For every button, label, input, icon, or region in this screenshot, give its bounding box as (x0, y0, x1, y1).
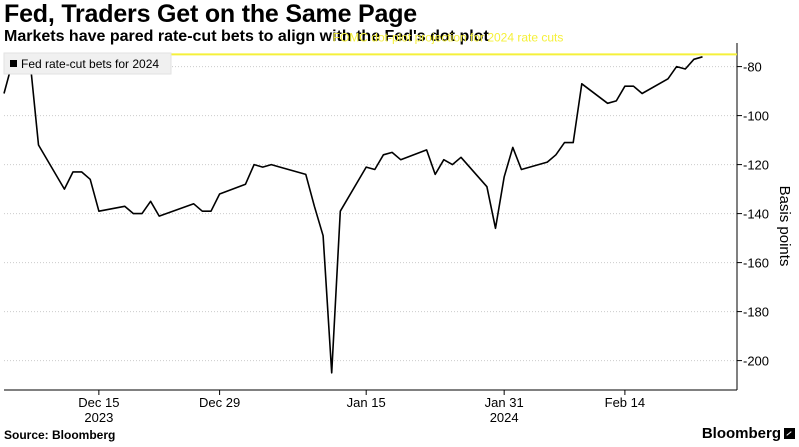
y-tick-label: -160 (743, 256, 769, 271)
series-line (3, 56, 703, 374)
y-tick-label: -100 (743, 109, 769, 124)
y-tick-label: -120 (743, 158, 769, 173)
x-tick-label: Feb 14 (605, 395, 645, 410)
source-note: Source: Bloomberg (4, 428, 116, 442)
legend: Fed rate-cut bets for 2024 (3, 52, 172, 75)
y-axis-label: Basis points (776, 186, 793, 267)
x-tick-label: Jan 31 (485, 395, 524, 410)
legend-swatch (10, 60, 17, 67)
grid (4, 66, 737, 362)
reference-line-label: FOMC dot-plot projection for 2024 rate c… (333, 30, 564, 44)
series-group (3, 56, 703, 374)
x-year-label: 2024 (490, 410, 519, 425)
reference-line-group: FOMC dot-plot projection for 2024 rate c… (4, 30, 737, 56)
legend-label: Fed rate-cut bets for 2024 (21, 57, 159, 71)
legend-box (3, 52, 172, 75)
x-axis: Dec 15 Dec 29 Jan 15 Jan 31 Feb 14 2023 2024 (4, 389, 737, 425)
y-tick-label: -80 (743, 60, 762, 75)
page-subtitle: Markets have pared rate-cut bets to alig… (4, 28, 489, 45)
x-tick-label: Dec 15 (78, 395, 119, 410)
page-title: Fed, Traders Get on the Same Page (4, 0, 417, 28)
y-tick-label: -140 (743, 207, 769, 222)
brand-logo: Bloomberg (702, 425, 795, 442)
y-axis: -80 -100 -120 -140 -160 -180 -200 (736, 43, 769, 390)
brand-name: Bloomberg (701, 425, 781, 442)
x-year-label: 2023 (84, 410, 113, 425)
y-tick-label: -180 (743, 305, 769, 320)
y-tick-label: -200 (743, 354, 769, 369)
x-tick-label: Jan 15 (347, 395, 386, 410)
bloomberg-chart-icon (784, 428, 795, 439)
x-tick-label: Dec 29 (199, 395, 240, 410)
